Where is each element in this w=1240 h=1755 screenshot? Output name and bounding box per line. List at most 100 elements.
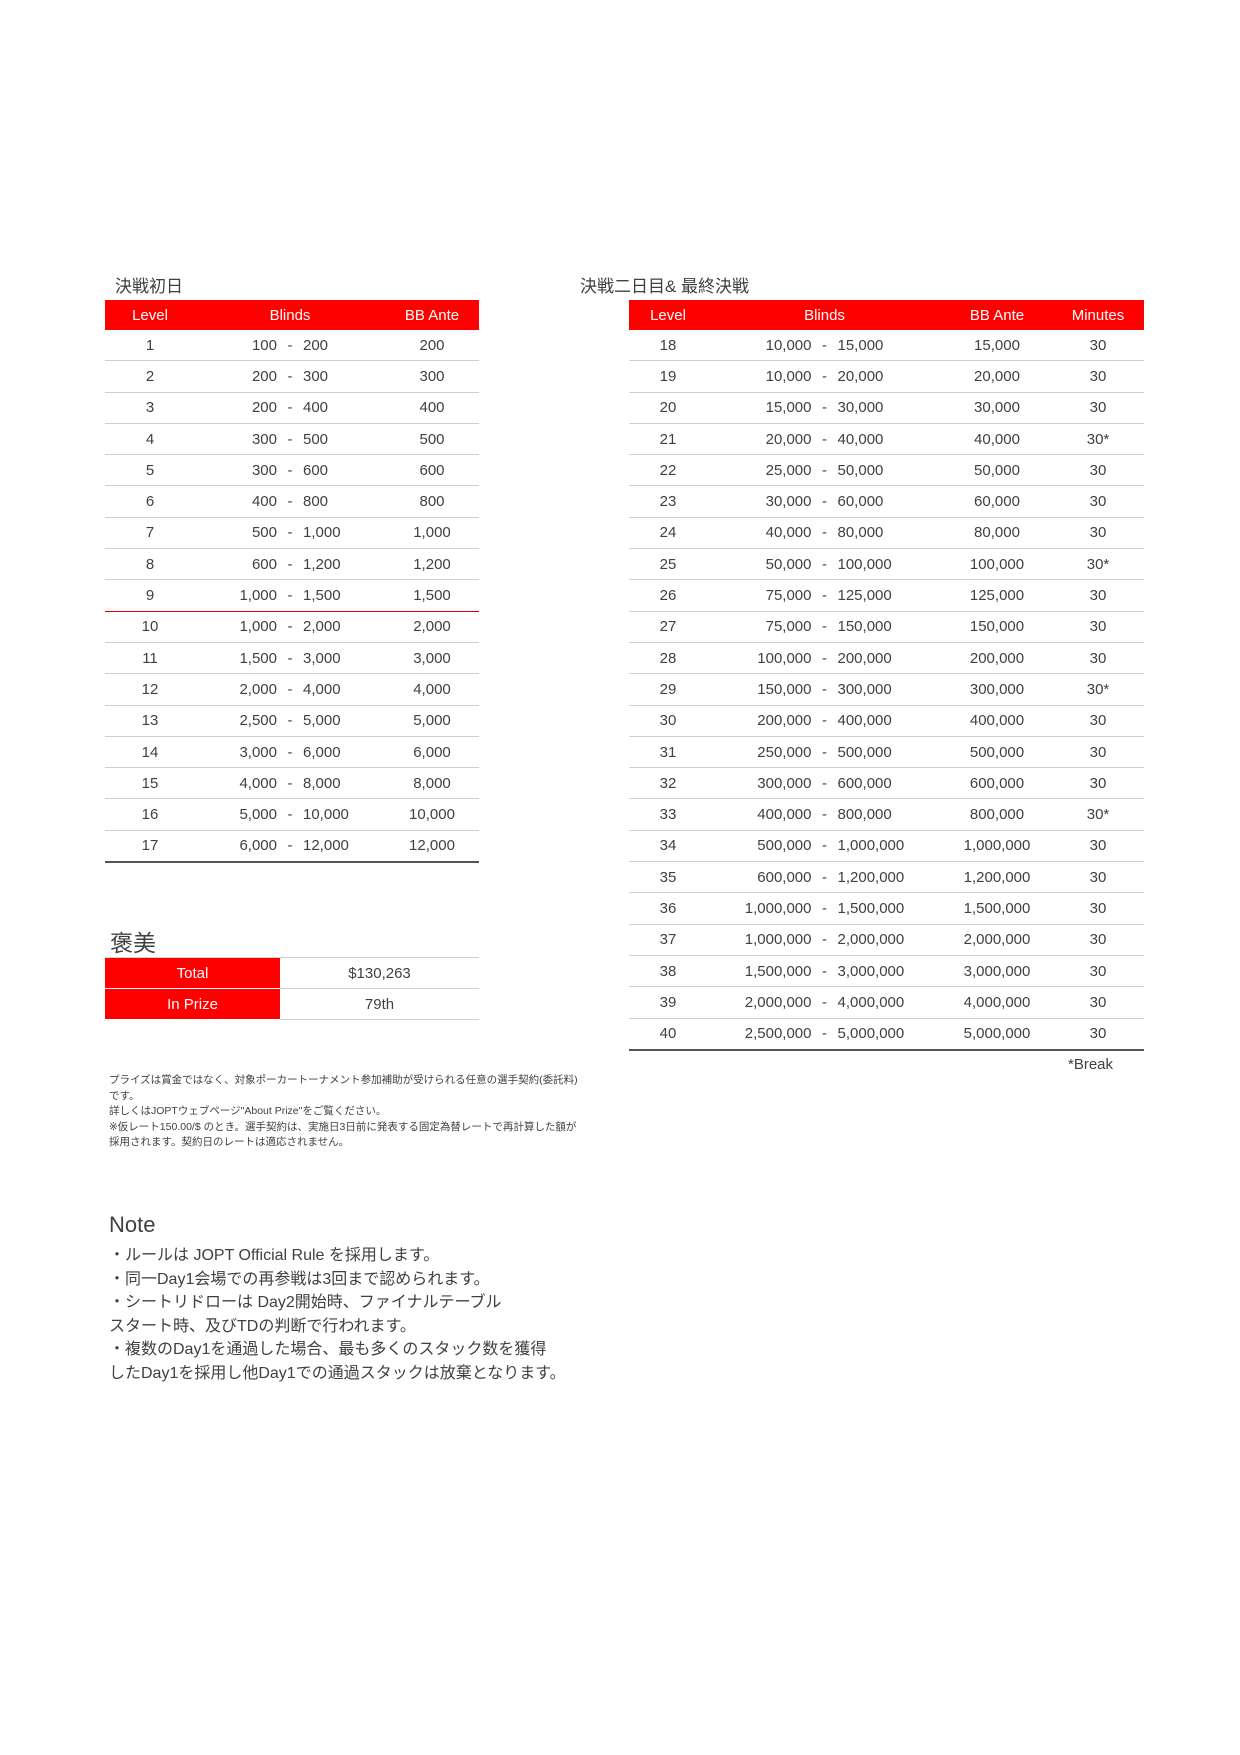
blind-separator: - (822, 399, 827, 417)
header-minutes: Minutes (1052, 300, 1144, 330)
blind-separator: - (287, 524, 293, 542)
table-row: 22 25,000-50,000 50,000 30 (629, 454, 1144, 487)
minutes-cell: 30 (1052, 454, 1144, 487)
bb-ante-cell: 80,000 (942, 517, 1052, 550)
small-blind: 200,000 (757, 712, 812, 730)
big-blind: 80,000 (837, 524, 884, 542)
blind-separator: - (822, 712, 827, 730)
small-blind: 3,000 (239, 743, 277, 761)
minutes-cell: 30 (1052, 330, 1144, 362)
big-blind: 600,000 (837, 774, 892, 792)
level-cell: 20 (629, 392, 707, 424)
blind-separator: - (287, 430, 293, 448)
blinds-cell: 400-800 (195, 485, 385, 518)
blind-separator: - (822, 461, 827, 479)
bb-ante-cell: 8,000 (385, 767, 479, 800)
bb-ante-cell: 2,000 (385, 611, 479, 643)
level-cell: 22 (629, 454, 707, 487)
level-cell: 37 (629, 924, 707, 956)
big-blind: 500 (303, 430, 329, 448)
big-blind: 15,000 (837, 336, 884, 354)
bb-ante-cell: 5,000 (385, 705, 479, 737)
blinds-cell: 4,000-8,000 (195, 767, 385, 800)
blind-separator: - (822, 931, 827, 949)
small-blind: 2,000,000 (744, 993, 812, 1011)
bb-ante-cell: 3,000 (385, 642, 479, 675)
blinds-cell: 5,000-10,000 (195, 798, 385, 831)
blind-separator: - (287, 712, 293, 730)
small-blind: 25,000 (765, 461, 812, 479)
table-row: 35 600,000-1,200,000 1,200,000 30 (629, 861, 1144, 894)
blinds-cell: 25,000-50,000 (707, 454, 942, 487)
small-blind: 6,000 (239, 837, 277, 855)
table-row: 40 2,500,000-5,000,000 5,000,000 30 (629, 1018, 1144, 1051)
table-row: 10 1,000-2,000 2,000 (105, 611, 479, 643)
bb-ante-cell: 20,000 (942, 360, 1052, 393)
level-cell: 31 (629, 736, 707, 769)
big-blind: 1,000 (303, 524, 341, 542)
bb-ante-cell: 4,000 (385, 673, 479, 706)
table-row: 1 100-200 200 (105, 330, 479, 362)
big-blind: 500,000 (837, 743, 892, 761)
big-blind: 800 (303, 493, 329, 511)
level-cell: 27 (629, 611, 707, 643)
bb-ante-cell: 200 (385, 330, 479, 362)
bb-ante-cell: 4,000,000 (942, 986, 1052, 1019)
header-blinds: Blinds (707, 300, 942, 330)
minutes-cell: 30 (1052, 1018, 1144, 1051)
bb-ante-cell: 1,200,000 (942, 861, 1052, 894)
blinds-cell: 3,000-6,000 (195, 736, 385, 769)
level-cell: 4 (105, 423, 195, 456)
level-cell: 8 (105, 548, 195, 581)
table-row: 12 2,000-4,000 4,000 (105, 673, 479, 706)
prize-row-total: Total $130,263 (105, 957, 479, 989)
level-cell: 38 (629, 955, 707, 988)
blind-separator: - (822, 962, 827, 980)
table-row: 34 500,000-1,000,000 1,000,000 30 (629, 830, 1144, 863)
level-cell: 3 (105, 392, 195, 424)
blinds-cell: 200-400 (195, 392, 385, 424)
bb-ante-cell: 300,000 (942, 673, 1052, 706)
level-cell: 5 (105, 454, 195, 487)
bb-ante-cell: 800,000 (942, 798, 1052, 831)
big-blind: 20,000 (837, 367, 884, 385)
prize-notes: プライズは賞金ではなく、対象ポーカートーナメント参加補助が受けられる任意の選手契… (109, 1073, 578, 1151)
bb-ante-cell: 400,000 (942, 705, 1052, 737)
big-blind: 1,500 (303, 587, 341, 605)
big-blind: 800,000 (837, 806, 892, 824)
note-line: ・シートリドローは Day2開始時、ファイナルテーブル (109, 1294, 502, 1311)
minutes-cell: 30 (1052, 986, 1144, 1019)
big-blind: 100,000 (837, 555, 892, 573)
prize-note-line: 採用されます。契約日のレートは適応されません。 (109, 1136, 350, 1148)
blind-separator: - (822, 336, 827, 354)
bb-ante-cell: 50,000 (942, 454, 1052, 487)
table-row: 24 40,000-80,000 80,000 30 (629, 517, 1144, 550)
prize-label: In Prize (105, 988, 280, 1020)
big-blind: 60,000 (837, 493, 884, 511)
level-cell: 2 (105, 360, 195, 393)
bb-ante-cell: 1,000,000 (942, 830, 1052, 863)
minutes-cell: 30 (1052, 579, 1144, 612)
day2-title: 決戦二日目& 最終決戦 (580, 277, 750, 296)
small-blind: 400,000 (757, 806, 812, 824)
level-cell: 30 (629, 705, 707, 737)
blinds-cell: 10,000-15,000 (707, 330, 942, 362)
minutes-cell: 30 (1052, 611, 1144, 643)
table-row: 11 1,500-3,000 3,000 (105, 642, 479, 675)
small-blind: 30,000 (765, 493, 812, 511)
level-cell: 10 (105, 611, 195, 643)
small-blind: 75,000 (765, 587, 812, 605)
table-row: 37 1,000,000-2,000,000 2,000,000 30 (629, 924, 1144, 956)
prize-row-in-prize: In Prize 79th (105, 988, 479, 1020)
blinds-cell: 40,000-80,000 (707, 517, 942, 550)
note-line: スタート時、及びTDの判断で行われます。 (109, 1317, 416, 1335)
table-row: 23 30,000-60,000 60,000 30 (629, 485, 1144, 518)
table-row: 4 300-500 500 (105, 423, 479, 456)
level-cell: 15 (105, 767, 195, 800)
blinds-cell: 2,000,000-4,000,000 (707, 986, 942, 1019)
blinds-cell: 20,000-40,000 (707, 423, 942, 456)
small-blind: 200 (251, 367, 277, 385)
table-row: 25 50,000-100,000 100,000 30* (629, 548, 1144, 581)
blinds-cell: 300-600 (195, 454, 385, 487)
bb-ante-cell: 1,200 (385, 548, 479, 581)
